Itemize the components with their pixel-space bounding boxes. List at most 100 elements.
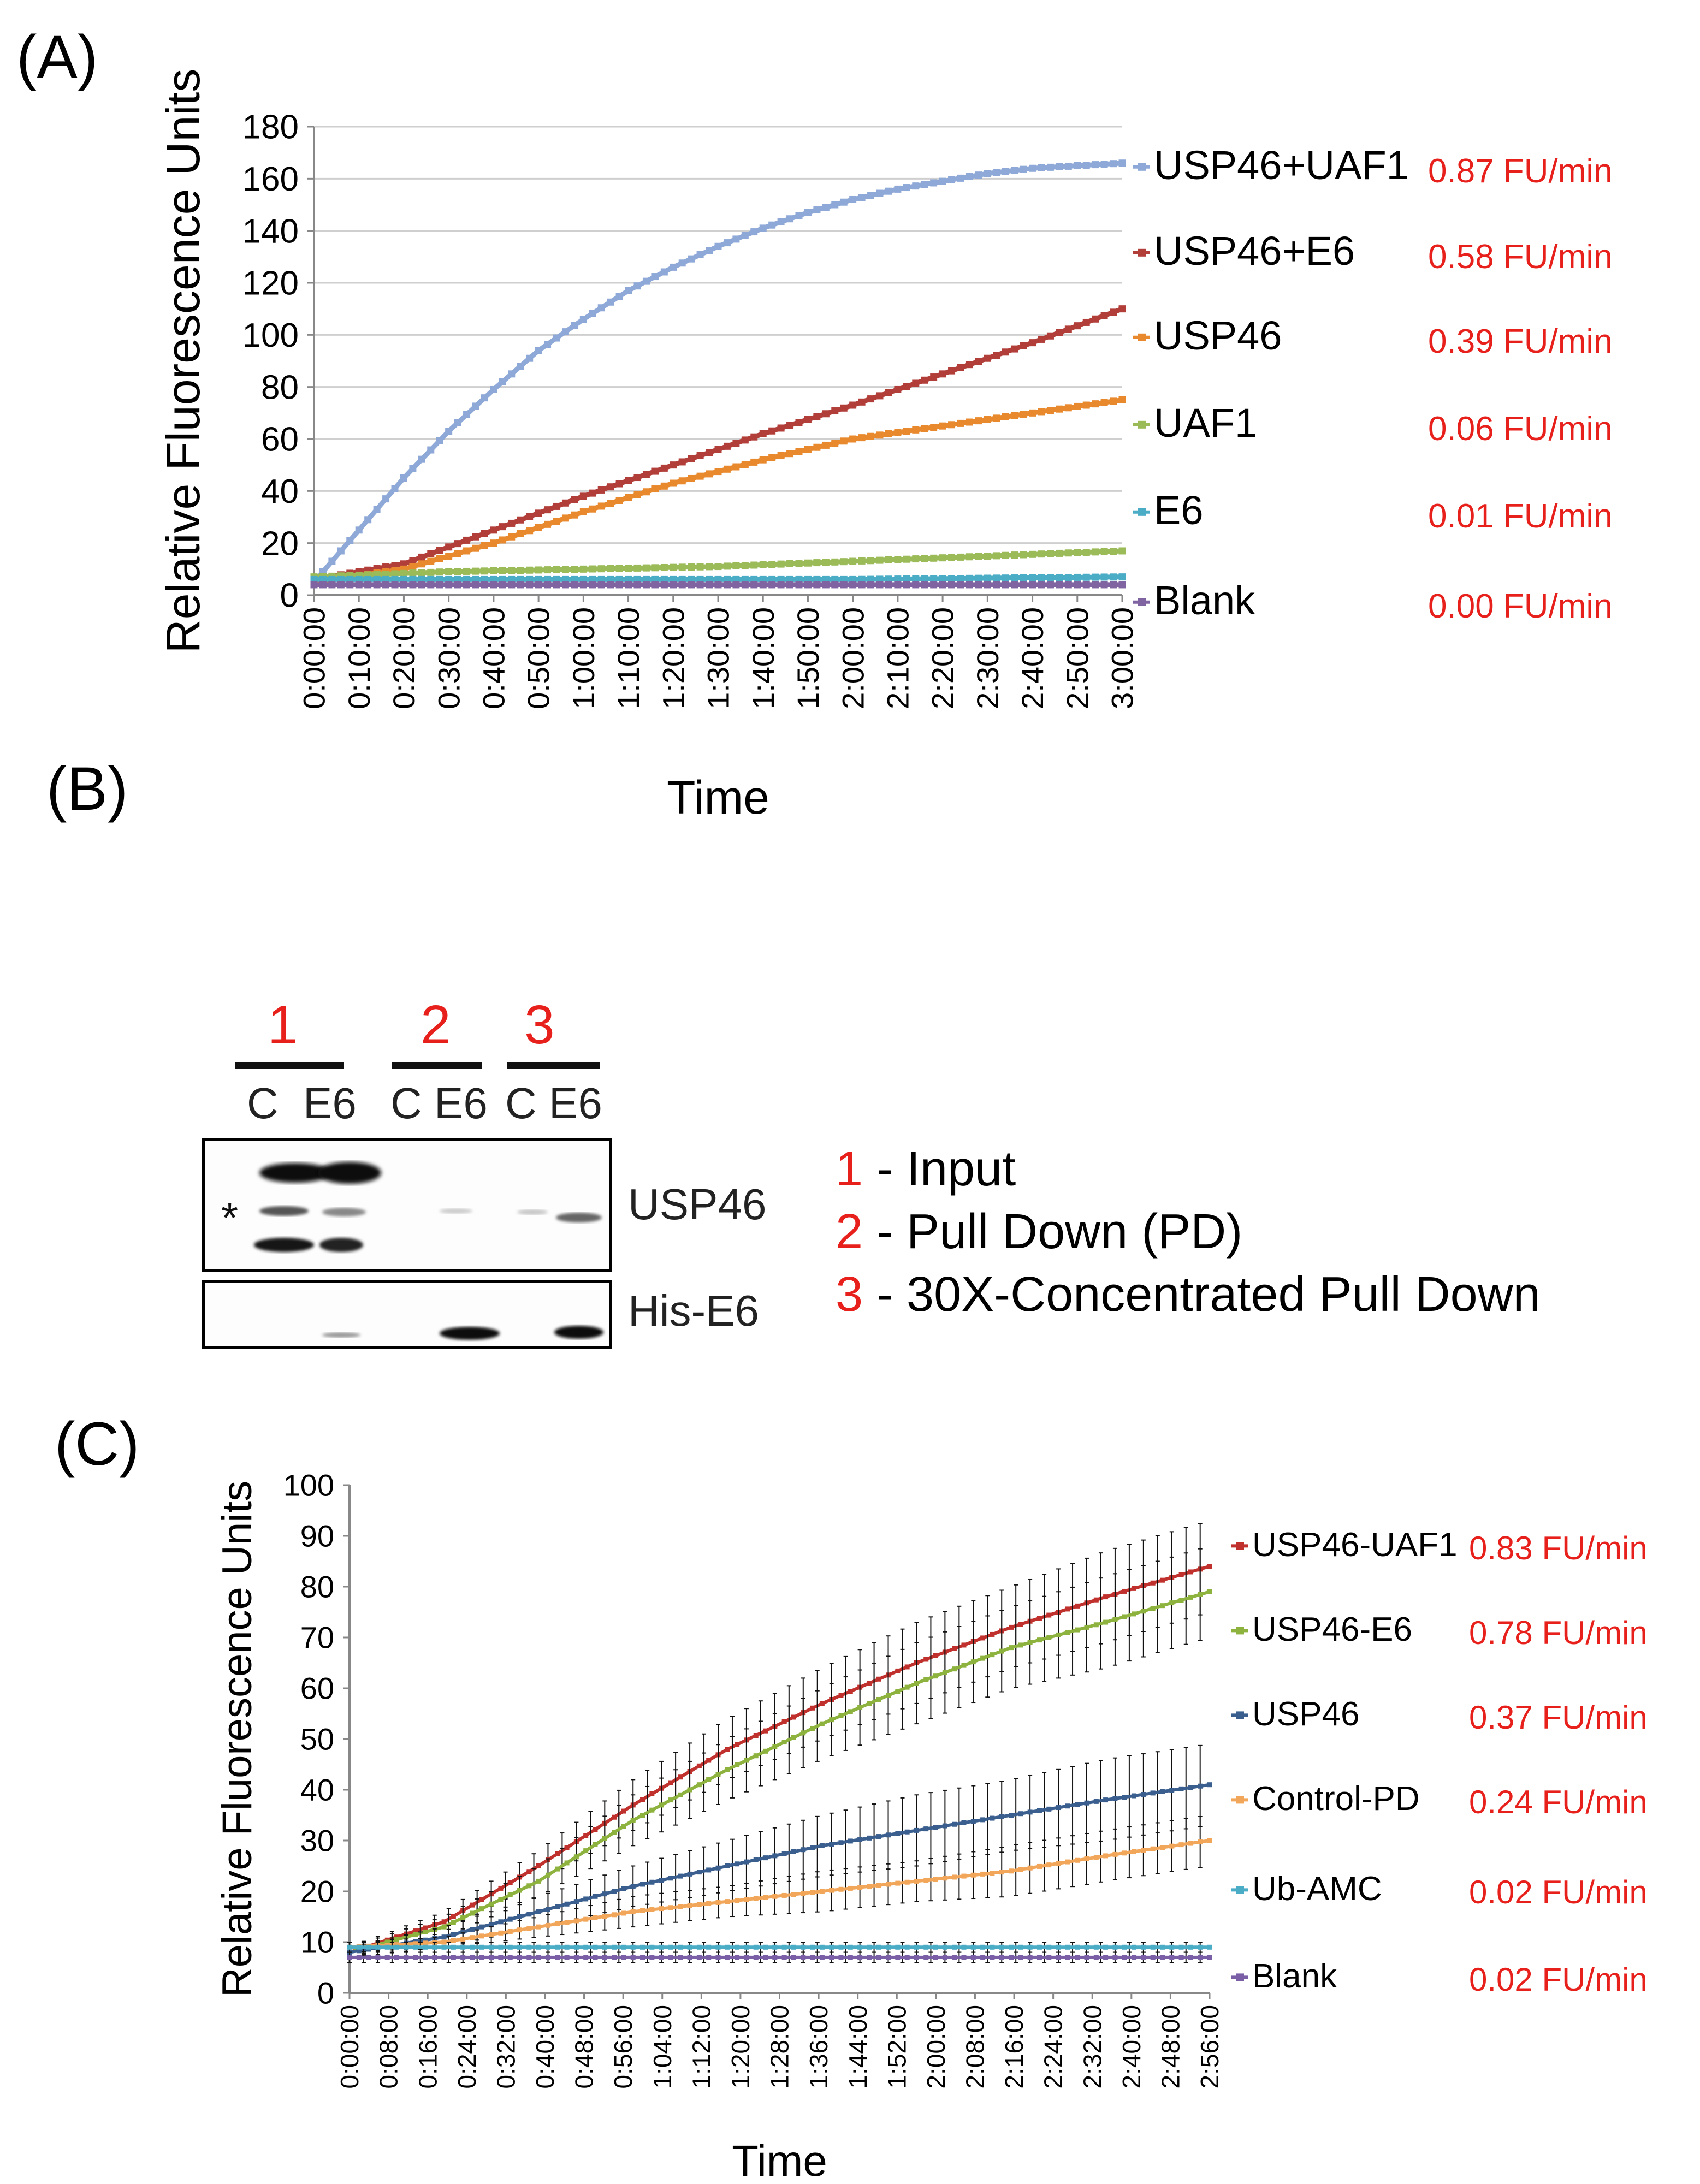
data-point xyxy=(903,383,910,390)
data-point xyxy=(965,581,973,589)
data-point xyxy=(1011,581,1018,589)
data-point xyxy=(706,247,713,254)
series-usp46-uaf1: USP46-UAF1 0.83 FU/min xyxy=(347,1523,1648,1958)
data-point xyxy=(1178,1842,1184,1848)
y-tick-label: 120 xyxy=(242,265,299,302)
data-point xyxy=(980,1655,986,1661)
x-tick-label: 2:24:00 xyxy=(1039,2005,1068,2088)
legend-rate: 0.37 FU/min xyxy=(1469,1699,1648,1736)
data-point xyxy=(1064,325,1072,333)
data-point xyxy=(688,455,695,462)
legend-rate: 0.83 FU/min xyxy=(1469,1530,1648,1566)
data-point xyxy=(795,418,803,426)
y-tick-label: 20 xyxy=(300,1874,334,1909)
data-point xyxy=(413,1928,418,1934)
series-usp46-e6: USP46-E6 0.78 FU/min xyxy=(347,1548,1648,1958)
data-point xyxy=(706,1901,712,1906)
blot-his-e6-panel xyxy=(202,1280,612,1349)
data-point xyxy=(1036,1808,1042,1813)
data-point xyxy=(526,354,534,362)
data-point xyxy=(517,1944,523,1950)
data-point xyxy=(555,1955,560,1960)
data-point xyxy=(470,1902,475,1908)
data-point xyxy=(535,566,542,574)
data-point xyxy=(1029,550,1036,558)
data-point xyxy=(621,1886,626,1891)
data-point xyxy=(659,1906,664,1912)
data-point xyxy=(1046,1944,1052,1950)
data-point xyxy=(831,558,839,566)
data-point xyxy=(498,1919,504,1925)
data-point xyxy=(984,416,991,423)
data-point xyxy=(498,1955,504,1960)
series-usp46-e6: USP46+E6 0.58 FU/min xyxy=(310,228,1613,583)
data-point xyxy=(848,1838,853,1844)
data-point xyxy=(744,1859,749,1865)
legend-marker xyxy=(1236,1711,1244,1719)
blot-usp46-panel: * xyxy=(202,1138,612,1272)
data-point xyxy=(867,395,875,403)
data-point xyxy=(460,1929,466,1934)
data-point xyxy=(1122,1850,1127,1856)
data-point xyxy=(517,567,524,574)
data-point xyxy=(1112,1955,1118,1960)
data-point xyxy=(1075,1603,1080,1609)
data-point xyxy=(507,1928,513,1934)
data-point xyxy=(427,581,435,589)
data-point xyxy=(472,567,479,575)
data-point xyxy=(479,1924,484,1930)
data-point xyxy=(1169,1955,1175,1960)
data-point xyxy=(772,1944,778,1950)
data-point xyxy=(413,1955,418,1960)
data-point xyxy=(914,1878,919,1884)
data-point xyxy=(579,492,587,500)
data-point xyxy=(741,562,749,569)
data-point xyxy=(615,293,623,300)
data-point xyxy=(813,581,821,589)
data-point xyxy=(391,570,399,578)
data-point xyxy=(1169,1843,1175,1849)
data-point xyxy=(1046,163,1054,171)
data-point xyxy=(1100,399,1108,406)
data-point xyxy=(508,581,516,589)
data-point xyxy=(885,430,892,437)
data-point xyxy=(347,1955,352,1960)
legend-label: USP46+UAF1 xyxy=(1154,143,1409,188)
data-point xyxy=(1056,574,1063,581)
data-point xyxy=(1018,1811,1023,1817)
data-point xyxy=(1046,407,1054,414)
data-point xyxy=(508,533,516,541)
legend-label: USP46-E6 xyxy=(1252,1611,1412,1648)
data-point xyxy=(564,1955,570,1960)
panel-c-label: (C) xyxy=(55,1410,140,1478)
data-point xyxy=(838,1713,844,1718)
data-point xyxy=(957,574,964,582)
data-point xyxy=(867,557,875,565)
data-point xyxy=(791,1944,796,1950)
data-point xyxy=(933,1673,938,1679)
data-point xyxy=(1009,1645,1014,1651)
data-point xyxy=(858,581,866,589)
data-point xyxy=(1112,1617,1118,1622)
data-point xyxy=(432,1944,437,1950)
data-point xyxy=(564,1860,570,1866)
x-tick-label: 0:32:00 xyxy=(491,2005,520,2088)
data-point xyxy=(768,454,776,461)
data-point xyxy=(479,1955,484,1960)
data-point xyxy=(517,1914,523,1919)
legend-marker xyxy=(1138,598,1146,606)
data-point xyxy=(1132,1611,1137,1617)
data-point xyxy=(1110,397,1117,405)
data-point xyxy=(1065,1803,1070,1809)
data-point xyxy=(804,209,812,216)
data-point xyxy=(961,1820,967,1825)
data-point xyxy=(640,1813,645,1818)
data-point xyxy=(876,431,884,439)
data-point xyxy=(579,581,587,589)
lane-group-3-bar xyxy=(507,1062,600,1069)
data-point xyxy=(876,1883,881,1888)
data-point xyxy=(659,1878,664,1883)
data-point xyxy=(545,1907,550,1912)
data-point xyxy=(980,1955,986,1960)
data-point xyxy=(688,474,695,482)
